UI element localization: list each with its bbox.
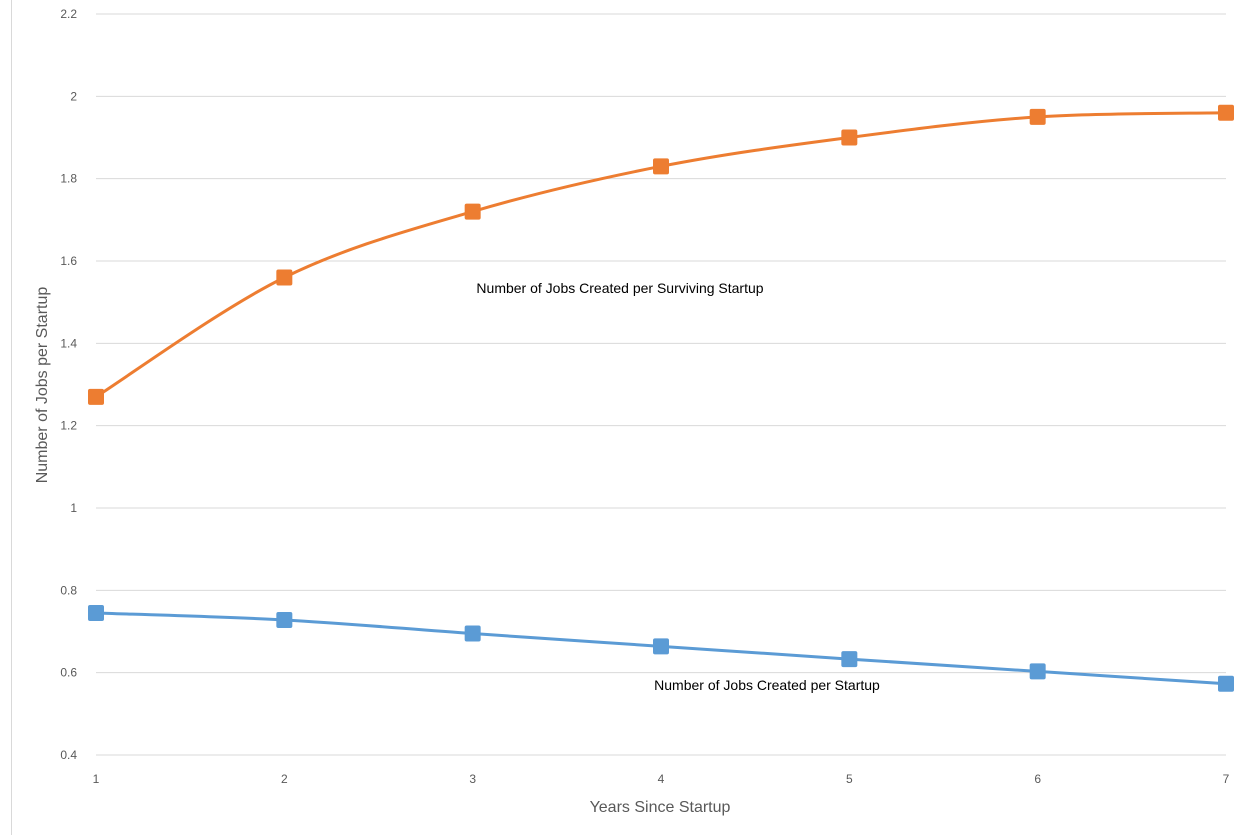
data-point-marker	[88, 388, 104, 405]
x-tick-label: 6	[1034, 772, 1041, 786]
data-point-marker	[276, 269, 293, 286]
y-tick-label: 2	[70, 89, 77, 103]
x-axis-title: Years Since Startup	[590, 799, 731, 816]
data-point-marker	[841, 651, 858, 668]
y-tick-label: 1.2	[60, 419, 77, 433]
y-tick-label: 1.8	[60, 172, 77, 186]
data-point-marker	[276, 611, 293, 628]
data-point-marker	[88, 604, 104, 621]
x-tick-label: 2	[281, 772, 288, 786]
y-tick-label: 0.6	[60, 666, 77, 680]
x-tick-label: 7	[1223, 772, 1230, 786]
data-point-marker	[841, 129, 858, 146]
series-surviving-startup	[88, 104, 1234, 405]
series-per-startup	[88, 604, 1234, 692]
data-point-marker	[464, 625, 481, 642]
data-point-marker	[464, 203, 481, 220]
x-tick-label: 4	[658, 772, 665, 786]
series-group	[88, 104, 1234, 692]
y-tick-label: 1.6	[60, 254, 77, 268]
data-point-marker	[1218, 104, 1234, 121]
y-tick-label: 1.4	[60, 336, 77, 350]
x-axis-ticks: 1 2 3 4 5 6 7	[93, 772, 1230, 786]
y-tick-label: 0.8	[60, 583, 77, 597]
data-point-marker	[653, 638, 669, 655]
x-tick-label: 3	[469, 772, 476, 786]
annotation-surviving-startup: Number of Jobs Created per Surviving Sta…	[476, 280, 763, 296]
y-tick-label: 2.2	[60, 7, 77, 21]
x-tick-label: 5	[846, 772, 853, 786]
data-point-marker	[1029, 108, 1046, 125]
y-tick-label: 1	[70, 501, 77, 515]
data-point-marker	[653, 158, 669, 175]
series-line	[95, 111, 1227, 399]
data-point-marker	[1029, 663, 1046, 680]
annotations: Number of Jobs Created per Surviving Sta…	[476, 280, 880, 693]
chart-frame-edge	[11, 0, 12, 835]
y-tick-label: 0.4	[60, 748, 77, 762]
x-tick-label: 1	[93, 772, 100, 786]
data-point-marker	[1218, 675, 1234, 692]
y-axis-title: Number of Jobs per Startup	[34, 287, 51, 484]
annotation-per-startup: Number of Jobs Created per Startup	[654, 677, 880, 693]
y-axis-ticks: 0.4 0.6 0.8 1 1.2 1.4 1.6 1.8 2 2.2	[60, 7, 77, 762]
